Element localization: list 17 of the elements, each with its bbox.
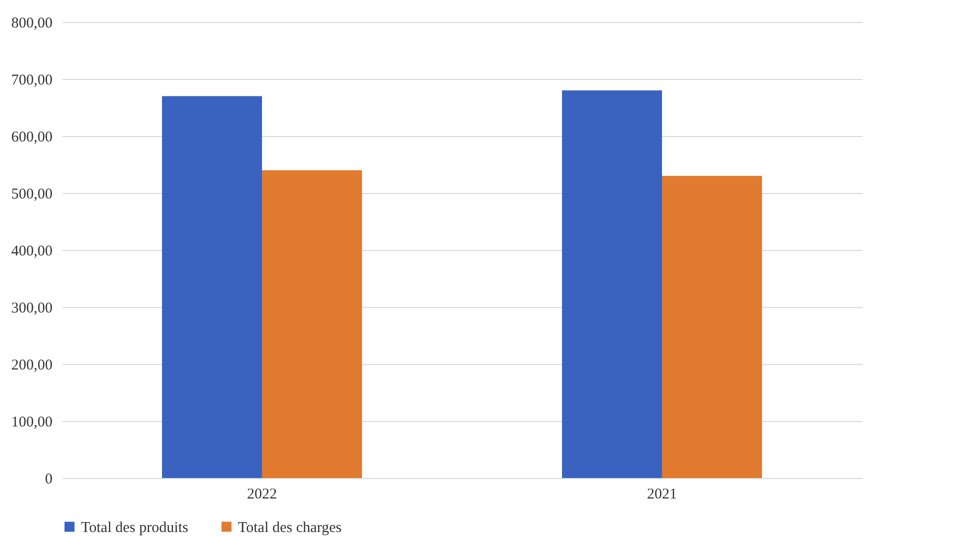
- y-tick-label: 600,00: [11, 130, 52, 146]
- y-tick-label: 100,00: [11, 414, 52, 430]
- bar: [262, 170, 362, 478]
- bar: [562, 90, 662, 478]
- y-tick-label: 800,00: [11, 16, 52, 32]
- y-tick-label: 400,00: [11, 244, 52, 260]
- legend-label: Total des charges: [238, 520, 342, 536]
- x-tick-label: 2022: [247, 486, 277, 502]
- bar: [162, 96, 262, 478]
- y-tick-label: 700,00: [11, 72, 52, 88]
- y-tick-label: 0: [45, 472, 52, 488]
- y-tick-label: 500,00: [11, 186, 52, 202]
- legend-label: Total des produits: [81, 520, 188, 536]
- y-tick-label: 200,00: [11, 358, 52, 374]
- y-tick-label: 300,00: [11, 300, 52, 316]
- bar: [662, 176, 762, 478]
- x-tick-label: 2021: [647, 486, 677, 502]
